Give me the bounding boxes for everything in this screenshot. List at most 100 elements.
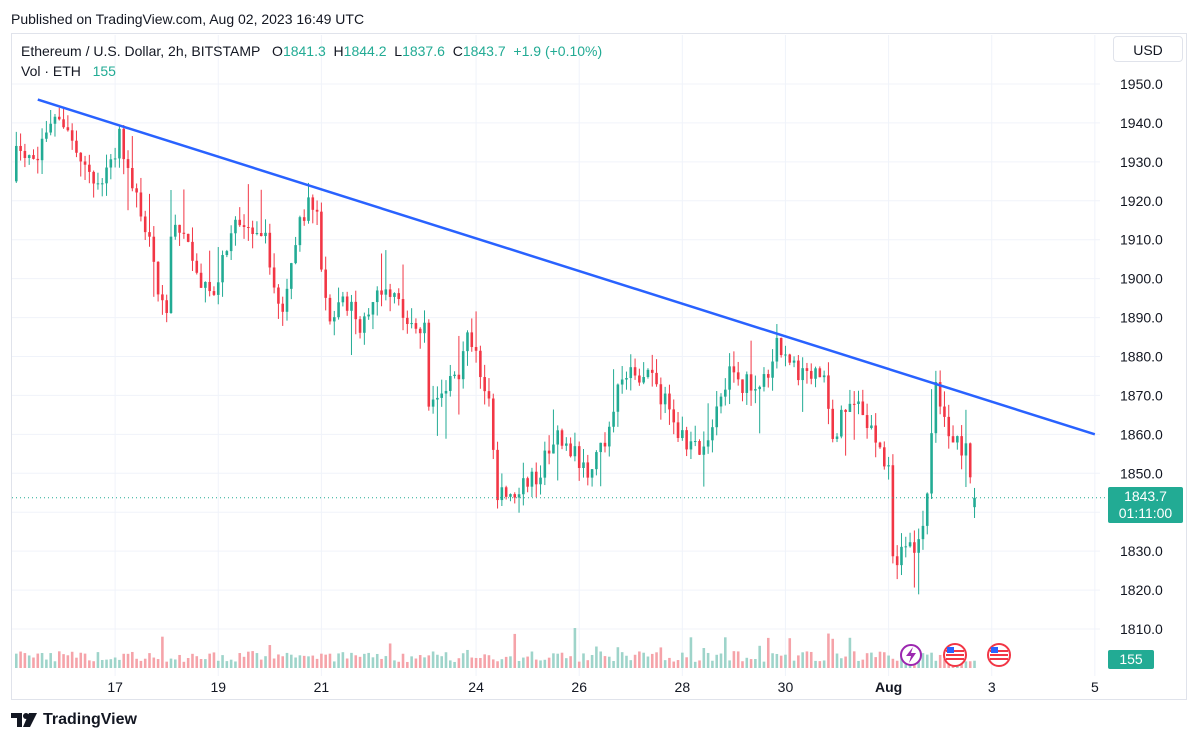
candle-body [92,171,95,184]
volume-bar [367,652,370,668]
volume-bar [633,654,637,668]
volume-bar [496,661,499,668]
volume-bar [685,657,688,668]
candle-body [861,401,865,416]
volume-label[interactable]: Vol · ETH [21,63,81,79]
candle-body [921,525,925,540]
candle-body [827,375,830,409]
candle-body [285,288,289,312]
candle-body [165,300,168,313]
candle-body [874,425,877,443]
candle-body [500,487,504,501]
candle-body [891,465,895,557]
candle-body [294,245,297,264]
x-tick-label: Aug [875,679,902,695]
volume-bar [126,653,130,668]
candle-body [779,337,783,356]
volume-bar [431,651,435,668]
candle-body [173,224,177,237]
earnings-event-icon[interactable] [900,644,922,666]
x-tick-label: 30 [778,679,794,695]
candle-body [706,440,710,447]
volume-bar [88,660,91,668]
us-flag-event-icon[interactable] [943,643,967,667]
volume-bar [874,657,877,668]
candle-body [388,289,392,297]
volume-bar [427,655,431,668]
candle-body [732,366,736,373]
candle-body [242,225,246,228]
volume-bar [560,652,564,668]
volume-bar [268,645,272,668]
us-flag-event-icon[interactable] [987,643,1011,667]
volume-bar [23,653,27,668]
volume-bar [870,652,873,668]
candle-body [229,233,233,252]
volume-bar [444,652,448,668]
candle-body [247,227,250,229]
x-tick-label: 3 [988,679,996,695]
volume-bar [595,646,598,668]
volume-bar [195,656,199,668]
volume-bar [741,661,744,668]
candle-body [427,322,431,407]
volume-bar [410,656,413,668]
candle-body [234,219,237,234]
candle-body [496,449,499,501]
volume-bar [822,660,826,668]
candle-body [702,446,706,455]
candle-body [393,293,396,297]
candle-body [633,367,637,376]
volume-bar [173,659,177,668]
volume-bar [75,657,78,668]
candle-body [517,494,521,498]
volume-bar [238,653,242,668]
candle-body [650,369,654,373]
y-tick-label: 1920.0 [1120,193,1163,209]
volume-bar [285,652,289,668]
volume-bar [698,660,701,668]
volume-bar [418,655,422,668]
candle-body [88,164,91,172]
volume-bar [659,647,663,668]
symbol-name[interactable]: Ethereum / U.S. Dollar, 2h, BITSTAMP [21,43,261,59]
candle-body [483,377,486,392]
volume-bar [827,633,830,668]
open-label: O [272,43,283,59]
candle-body [466,332,469,352]
candle-body [590,469,594,478]
candle-body [79,152,83,162]
volume-bar [732,651,736,668]
time-axis: 17 19 21 24 26 28 30 Aug 3 5 [107,679,1099,695]
volume-bar [208,653,211,668]
y-tick-label: 1820.0 [1120,582,1163,598]
candle-body [573,446,577,457]
volume-bar [586,660,590,668]
candle-body [599,442,602,453]
candle-body [358,319,362,333]
currency-button[interactable]: USD [1113,36,1183,62]
low-value: 1837.6 [402,43,445,59]
tradingview-logo[interactable]: TradingView [11,711,137,729]
candle-body [582,462,585,468]
volume-bar [607,656,611,668]
volume-bar [758,645,761,668]
volume-bar [156,659,160,668]
candle-body [844,409,847,412]
candle-body [311,197,315,210]
candle-body [418,328,422,334]
volume-bar [814,660,817,668]
candle-body [917,539,920,553]
candle-body [771,361,774,378]
candle-body [259,232,263,237]
volume-bar [530,651,534,668]
volume-bar [702,648,706,668]
volume-bar [938,654,942,668]
volume-bar [878,651,882,668]
candle-body [320,211,323,270]
candle-body [788,354,792,363]
volume-bar [354,655,358,668]
volume-bar [603,656,607,668]
candle-body [414,323,418,329]
